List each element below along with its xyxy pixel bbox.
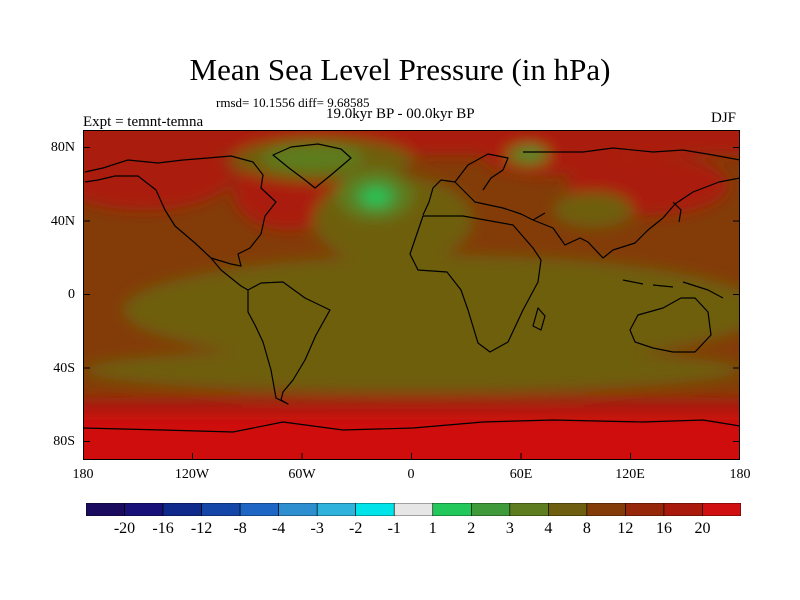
lat-tick-40n: 40N	[50, 214, 75, 229]
lon-tick-180w: 180	[72, 467, 94, 482]
coast-japan	[672, 201, 682, 223]
lon-tick-120w: 120W	[174, 467, 210, 482]
colorbar-swatch	[278, 503, 318, 516]
colorbar-label: 8	[582, 520, 591, 537]
coast-greenland	[272, 143, 352, 189]
field-antarctic-highest	[83, 415, 740, 460]
colorbar-swatch	[393, 503, 434, 516]
colorbar-label: -8	[233, 520, 247, 537]
colorbar-label: 2	[467, 520, 476, 537]
lon-tick-60w: 60W	[288, 467, 316, 482]
colorbar-label: -12	[190, 520, 213, 537]
coast-scandinavia	[454, 153, 509, 191]
coast-antarctica	[83, 419, 740, 433]
coast-madagascar	[532, 307, 546, 331]
coast-africa	[409, 215, 542, 353]
lat-tick-80n: 80N	[50, 140, 75, 155]
colorbar-swatch	[86, 503, 125, 516]
field-pacific-high	[83, 140, 233, 210]
colorbar-swatch	[586, 503, 626, 516]
pressure-map	[83, 130, 740, 460]
colorbar-label: 16	[655, 520, 672, 537]
colorbar-swatch	[509, 503, 549, 516]
lat-tick-40s: 40S	[53, 361, 75, 376]
plot-title: Mean Sea Level Pressure (in hPa)	[189, 52, 611, 87]
coast-central-america	[210, 257, 249, 291]
field-atlantic-lowest	[363, 189, 389, 205]
colorbar-label: 12	[617, 520, 634, 537]
colorbar-swatch	[702, 503, 741, 516]
colorbar-swatch	[239, 503, 279, 516]
colorbar-swatch	[625, 503, 665, 516]
experiment-label: Expt = temnt-temna	[83, 114, 204, 130]
colorbar-swatch	[355, 503, 395, 516]
colorbar-label: -20	[113, 520, 136, 537]
colorbar-swatch	[470, 503, 511, 516]
field-south-moderate	[83, 348, 740, 392]
colorbar-swatch	[548, 503, 588, 516]
colorbar-label: -4	[271, 520, 286, 537]
colorbar-label: -1	[387, 520, 401, 537]
rmsd-diff-label: rmsd= 10.1556 diff= 9.68585	[216, 95, 370, 110]
lon-tick-180e: 180	[729, 467, 751, 482]
colorbar-label: -16	[152, 520, 174, 537]
colorbar-swatch	[162, 503, 202, 516]
lat-tick-80s: 80S	[53, 434, 75, 449]
colorbar-swatch	[124, 503, 164, 516]
colorbar-label: 4	[544, 520, 553, 537]
coast-south-america	[247, 281, 331, 405]
lon-tick-120e: 120E	[615, 467, 645, 482]
colorbar-swatch	[201, 503, 241, 516]
coast-north-america	[84, 155, 277, 267]
colorbar-swatch	[663, 503, 703, 516]
coast-indonesia	[622, 279, 724, 299]
colorbar-label: -2	[349, 520, 363, 537]
colorbar-label: -3	[310, 520, 324, 537]
field-europe-moderate	[553, 192, 633, 228]
field-eurasia-high	[483, 135, 623, 175]
colorbar-swatch	[432, 503, 472, 516]
colorbar-swatch	[316, 503, 357, 516]
lon-tick-60e: 60E	[509, 467, 533, 482]
colorbar	[86, 503, 741, 516]
season-label: DJF	[711, 110, 737, 126]
coast-australia	[629, 297, 712, 353]
lon-tick-0: 0	[407, 467, 415, 482]
colorbar-label: 20	[694, 520, 711, 537]
coast-asia	[523, 147, 740, 259]
period-label: 19.0kyr BP - 00.0kyr BP	[326, 106, 475, 122]
lat-tick-0: 0	[68, 287, 75, 302]
colorbar-label: 1	[428, 520, 437, 537]
coast-europe	[422, 179, 546, 221]
colorbar-label: 3	[505, 520, 514, 537]
field-greenland-low	[263, 144, 363, 172]
